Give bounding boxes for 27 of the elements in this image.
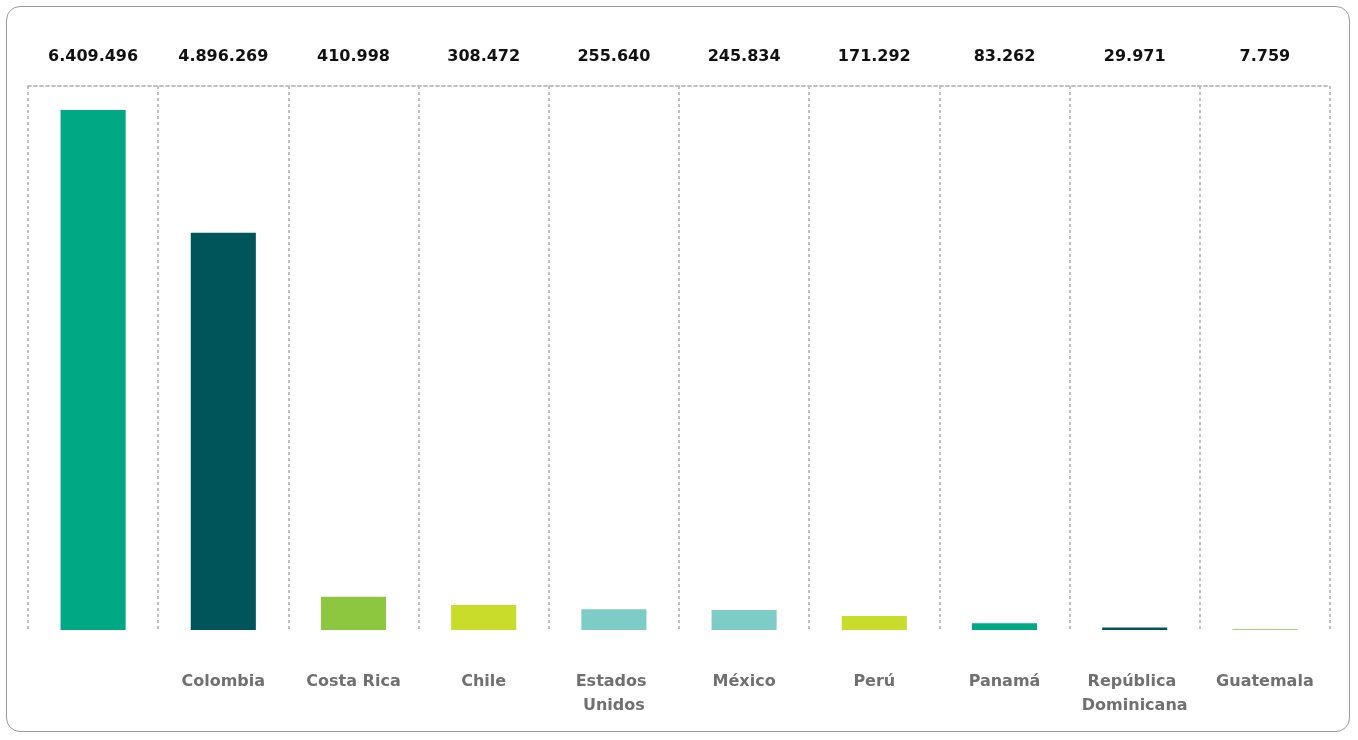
x-tick-label: Chile	[461, 670, 507, 690]
data-label: 4.896.269	[178, 45, 269, 65]
data-label: 7.759	[1239, 45, 1291, 65]
x-tick-label: Estados Unidos	[575, 670, 653, 714]
x-tick-label: República Dominicana	[1081, 670, 1188, 714]
bar	[971, 623, 1038, 630]
data-label: 29.971	[1103, 45, 1166, 65]
x-tick-label: Perú	[853, 670, 896, 690]
data-label: 171.292	[837, 45, 911, 65]
x-tick-label: México	[712, 670, 776, 690]
bar	[190, 232, 256, 630]
data-label: 83.262	[973, 45, 1036, 65]
bar	[320, 596, 387, 630]
data-label: 308.472	[447, 45, 521, 65]
bar	[581, 609, 647, 630]
bar	[451, 604, 517, 630]
x-tick-label: Guatemala	[1216, 670, 1314, 690]
data-label: 255.640	[577, 45, 651, 65]
x-tick-label: Costa Rica	[306, 670, 401, 690]
bar	[711, 610, 777, 630]
bar	[841, 616, 907, 630]
x-tick-label: Panamá	[968, 670, 1041, 690]
data-label: 245.834	[707, 45, 781, 65]
data-label: 6.409.496	[48, 45, 139, 65]
x-tick-label: Colombia	[181, 670, 266, 690]
bar	[60, 109, 126, 630]
data-label: 410.998	[317, 45, 390, 65]
